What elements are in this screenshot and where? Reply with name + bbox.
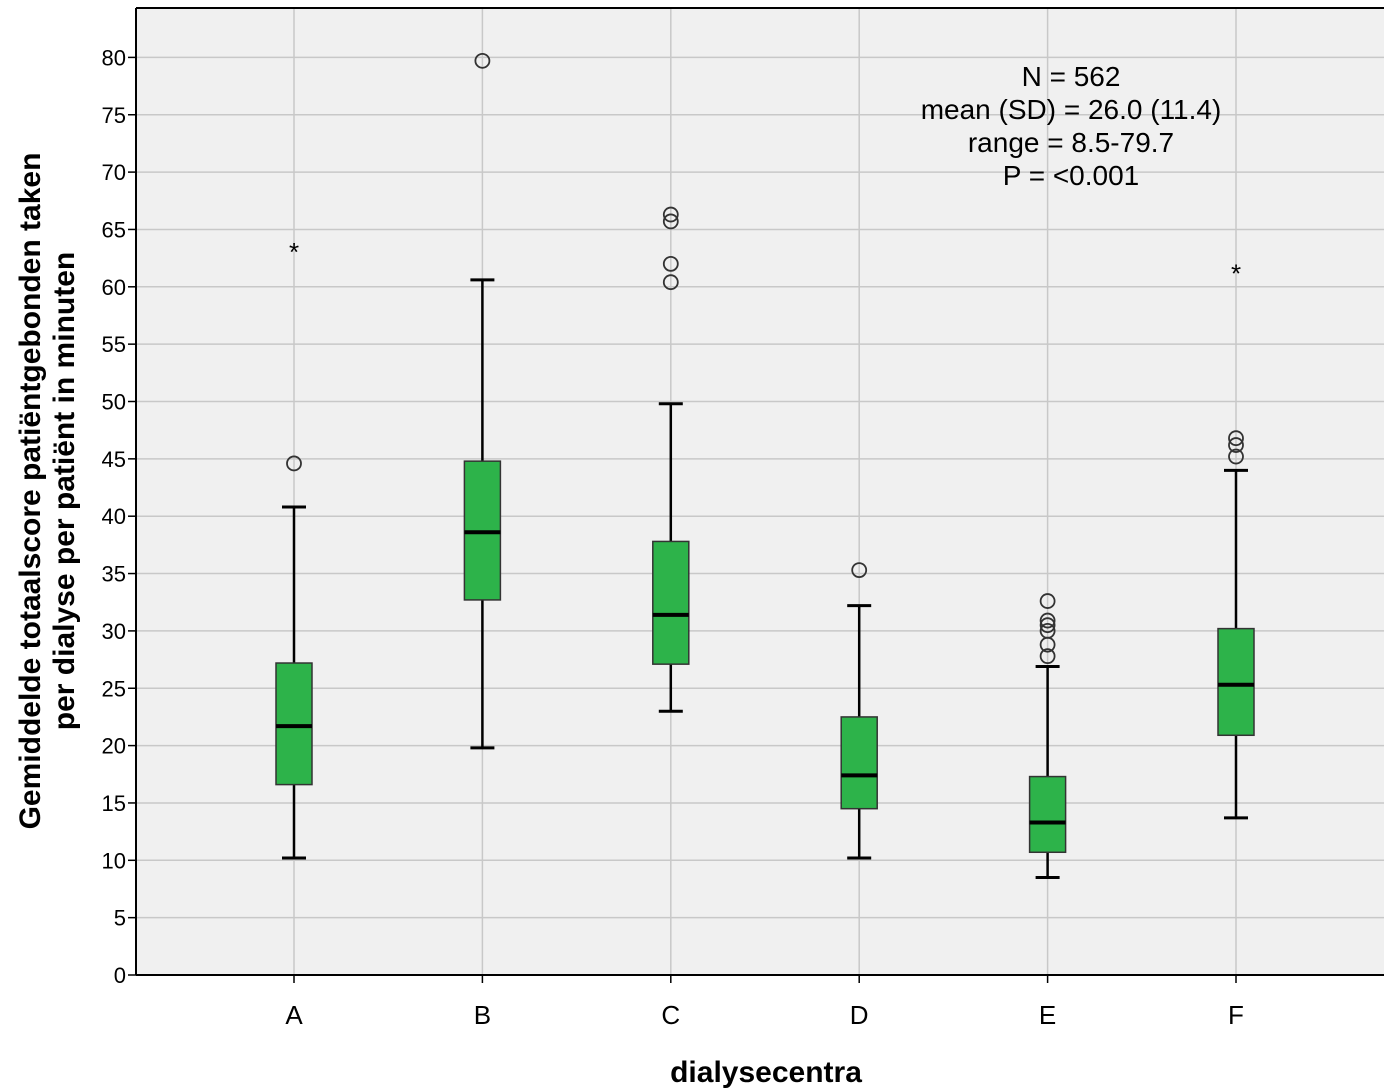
- outlier-point: [1039, 612, 1056, 629]
- iqr-box: [275, 662, 313, 786]
- y-tick-label: 45: [102, 447, 126, 472]
- outlier-point: [1228, 448, 1244, 465]
- iqr-box: [1217, 627, 1255, 737]
- y-tick-label: 65: [102, 217, 126, 242]
- x-tick-label: F: [1228, 1000, 1244, 1030]
- outlier-point: [286, 455, 302, 472]
- y-tick-label: 50: [102, 390, 126, 415]
- annotation-range: range = 8.5-79.7: [968, 127, 1174, 158]
- stats-annotation: N = 562 mean (SD) = 26.0 (11.4) range = …: [921, 61, 1222, 191]
- y-tick-label: 75: [102, 103, 126, 128]
- annotation-mean-sd: mean (SD) = 26.0 (11.4): [921, 94, 1222, 125]
- y-tick-label: 5: [114, 906, 126, 931]
- outlier-point: [1039, 648, 1056, 665]
- y-tick-label: 20: [102, 734, 126, 759]
- outlier-point: [851, 562, 868, 579]
- outlier-point: [662, 274, 679, 291]
- annotation-n: N = 562: [1022, 61, 1121, 92]
- x-tick-label: E: [1039, 1000, 1056, 1030]
- x-tick-label: A: [285, 1000, 303, 1030]
- box-C: [652, 206, 690, 713]
- y-tick-label: 25: [102, 676, 126, 701]
- y-tick-label: 60: [102, 275, 126, 300]
- extreme-point: *: [1231, 259, 1241, 289]
- box-series: **: [275, 52, 1255, 880]
- x-tick-label: D: [850, 1000, 869, 1030]
- y-tick-label: 70: [102, 160, 126, 185]
- y-tick-label: 0: [114, 963, 126, 988]
- outlier-point: [1228, 430, 1244, 447]
- y-tick-label: 15: [102, 791, 126, 816]
- box-E: [1028, 593, 1067, 880]
- y-tick-label: 10: [102, 848, 126, 873]
- y-tick-label: 55: [102, 332, 126, 357]
- x-tick-label: B: [474, 1000, 491, 1030]
- x-axis-title: dialysecentra: [670, 1056, 862, 1089]
- y-axis-title: Gemiddelde totaalscore patiëntgebonden t…: [14, 153, 81, 830]
- outlier-point: [1039, 623, 1056, 639]
- outlier-point: [1039, 617, 1056, 634]
- y-axis-title-line-2: per dialyse per patiënt in minuten: [48, 252, 81, 730]
- y-axis-ticks: 0 5 10 15 20 25 30 35 40 45 50 55 60 65 70 75 80: [102, 45, 136, 988]
- outlier-point: [662, 213, 679, 230]
- plot-area: [136, 8, 1384, 974]
- outlier-point: [1039, 593, 1056, 609]
- box-B: [463, 52, 502, 750]
- y-tick-label: 80: [102, 45, 126, 70]
- outlier-point: [662, 255, 679, 272]
- y-axis-title-line-1: Gemiddelde totaalscore patiëntgebonden t…: [14, 153, 47, 830]
- box-F: *: [1217, 259, 1255, 820]
- box-D: [840, 562, 878, 860]
- iqr-box: [1028, 775, 1067, 854]
- x-tick-label: C: [661, 1000, 680, 1030]
- box-A: *: [275, 237, 313, 860]
- outlier-point: [662, 206, 679, 223]
- extreme-point: *: [289, 237, 299, 267]
- iqr-box: [652, 540, 690, 665]
- y-tick-label: 40: [102, 504, 126, 529]
- y-tick-label: 30: [102, 619, 126, 644]
- outlier-point: [1228, 437, 1244, 453]
- y-tick-label: 35: [102, 562, 126, 587]
- outlier-point: [474, 52, 491, 69]
- x-axis-ticks: A B C D E F: [285, 975, 1244, 1030]
- annotation-p-value: P = <0.001: [1003, 160, 1140, 191]
- iqr-box: [840, 716, 878, 810]
